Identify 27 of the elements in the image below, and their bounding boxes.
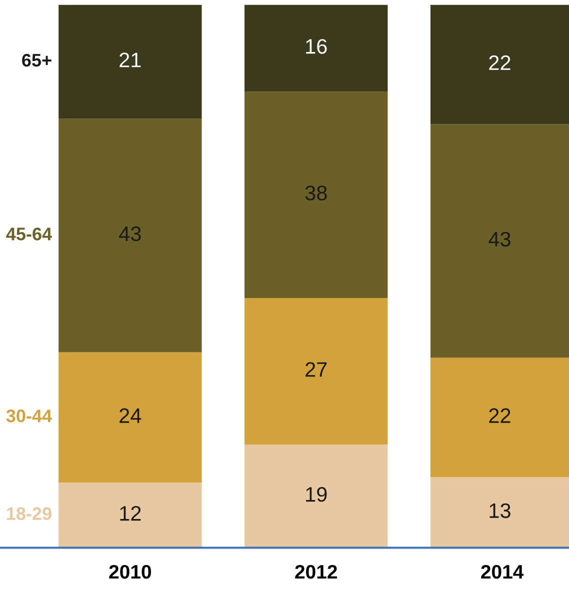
data-label: 43 (488, 232, 510, 247)
x-tick-label: 2014 (481, 564, 524, 579)
data-label: 21 (120, 52, 141, 68)
x-tick-label: 2010 (109, 564, 151, 579)
bar (58, 4, 202, 119)
data-label: 38 (305, 186, 327, 200)
series-label: 45-64 (6, 228, 52, 240)
data-label: 27 (306, 362, 327, 377)
data-label: 12 (120, 506, 141, 521)
data-label: 22 (489, 55, 510, 70)
data-label: 24 (120, 408, 142, 423)
series-label: 18-29 (7, 507, 52, 520)
data-label: 22 (489, 408, 510, 423)
data-label: 19 (306, 487, 327, 502)
bar (244, 444, 388, 548)
data-label: 16 (306, 39, 327, 54)
data-label: 13 (490, 503, 510, 518)
bar (244, 298, 388, 445)
bar (244, 92, 388, 298)
series-label: 30-44 (6, 410, 52, 422)
x-tick-label: 2012 (295, 564, 337, 579)
bar (58, 118, 202, 352)
data-label: 43 (119, 226, 141, 242)
bar (244, 4, 388, 92)
series-label: 65+ (22, 54, 52, 67)
bar (58, 352, 202, 483)
bar (58, 482, 202, 548)
